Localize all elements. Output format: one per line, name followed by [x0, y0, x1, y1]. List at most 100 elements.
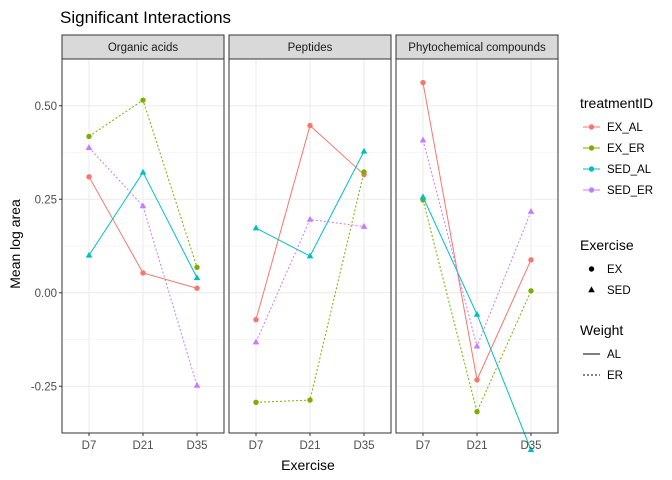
legend-entry-er: ER: [583, 370, 623, 382]
series-ex-er: [86, 97, 200, 271]
series-ex-al: [420, 79, 534, 383]
y-tick-label: 0.25: [35, 194, 57, 206]
data-point: [139, 168, 147, 175]
data-point: [306, 252, 314, 259]
legend-key-point: [588, 166, 595, 172]
legend-key-point: [588, 187, 595, 193]
data-point: [252, 224, 260, 231]
data-point: [474, 377, 480, 383]
legend-label: SED: [607, 285, 631, 297]
x-tick-label: D35: [186, 440, 207, 452]
data-point: [85, 144, 93, 150]
panel-phytochemical-compounds: Phytochemical compounds D7 D21 D35: [395, 34, 559, 453]
legend-title: treatmentID: [580, 95, 653, 111]
legend-title: Weight: [580, 322, 623, 338]
data-point: [139, 202, 147, 209]
data-point: [527, 207, 535, 214]
data-point: [252, 338, 260, 345]
legend: treatmentID EX_AL EX_ER SED_AL SED_ER Exercis…: [580, 95, 653, 382]
gridlines: [396, 59, 558, 433]
data-point: [360, 222, 368, 229]
data-point: [307, 397, 313, 403]
legend-key-circle: [588, 266, 595, 272]
data-point: [420, 79, 426, 86]
data-point: [361, 169, 367, 175]
data-point: [194, 264, 200, 271]
legend-label: SED_ER: [607, 185, 653, 197]
y-tick-label: 0.50: [35, 101, 57, 113]
x-axis-title: Exercise: [281, 457, 335, 473]
legend-entry-al: AL: [583, 349, 622, 361]
facet-strip-label: Peptides: [288, 42, 333, 54]
legend-key-point: [588, 124, 595, 130]
facet-strip-label: Organic acids: [108, 42, 179, 54]
series-sed-er: [419, 136, 535, 349]
legend-entry-sed: SED: [588, 285, 631, 297]
data-point: [528, 257, 534, 263]
legend-entry-ex-er: EX_ER: [583, 143, 645, 155]
series-line: [88, 147, 198, 386]
y-tick-label: -0.25: [31, 381, 57, 393]
y-axis-ticks: -0.25 0.00 0.25 0.50: [31, 101, 62, 393]
x-tick-label: D7: [82, 440, 97, 452]
y-axis-title: Mean log area: [7, 199, 23, 289]
legend-entry-sed-al: SED_AL: [583, 164, 652, 176]
gridlines: [62, 59, 224, 433]
series-line: [422, 199, 532, 414]
data-point: [194, 285, 200, 291]
legend-label: SED_AL: [607, 164, 652, 176]
data-point: [306, 215, 314, 222]
facet-strip: [228, 34, 392, 60]
data-point: [419, 193, 427, 200]
series-ex-al: [86, 174, 200, 291]
panel-peptides: Peptides D7 D21 D35: [228, 34, 392, 452]
legend-label: EX_AL: [607, 122, 643, 134]
data-point: [473, 310, 481, 317]
data-point: [528, 288, 534, 294]
series-sed-al: [252, 147, 368, 259]
series-sed-er: [85, 144, 201, 388]
series-ex-al: [253, 122, 367, 323]
legend-key-triangle: [588, 286, 595, 293]
data-point: [193, 381, 201, 388]
x-tick-label: D35: [520, 440, 541, 452]
x-tick-label: D35: [353, 440, 374, 452]
data-point: [193, 274, 201, 281]
series-sed-al: [85, 168, 201, 281]
legend-label: AL: [607, 349, 622, 361]
data-point: [86, 174, 92, 180]
legend-entry-ex: EX: [588, 264, 623, 276]
legend-title: Exercise: [580, 237, 634, 253]
data-point: [85, 251, 93, 258]
x-tick-label: D21: [299, 440, 320, 452]
x-tick-label: D7: [249, 440, 264, 452]
legend-label: ER: [607, 370, 623, 382]
x-tick-label: D7: [416, 440, 431, 452]
data-point: [307, 122, 313, 129]
data-point: [419, 136, 427, 143]
chart-title: Significant Interactions: [60, 8, 231, 27]
data-point: [140, 270, 146, 276]
legend-entry-ex-al: EX_AL: [583, 122, 643, 134]
series-ex-er: [253, 169, 367, 406]
data-point: [253, 316, 259, 323]
series-line: [255, 218, 365, 343]
series-sed-al: [419, 193, 535, 453]
y-tick-label: 0.00: [35, 288, 57, 300]
series-sed-er: [252, 215, 368, 345]
legend-entry-sed-er: SED_ER: [583, 185, 653, 197]
data-point: [360, 147, 368, 154]
legend-treatmentid: treatmentID EX_AL EX_ER SED_AL SED_ER: [580, 95, 653, 197]
data-point: [474, 408, 480, 415]
facet-strip: [61, 34, 225, 60]
legend-weight: Weight AL ER: [580, 322, 623, 382]
facet-strip-label: Phytochemical compounds: [408, 42, 546, 54]
gridlines: [229, 59, 391, 433]
x-tick-label: D21: [132, 440, 153, 452]
data-point: [253, 399, 259, 406]
x-tick-label: D21: [466, 440, 487, 452]
legend-key-point: [588, 145, 595, 151]
legend-exercise: Exercise EX SED: [580, 237, 634, 297]
